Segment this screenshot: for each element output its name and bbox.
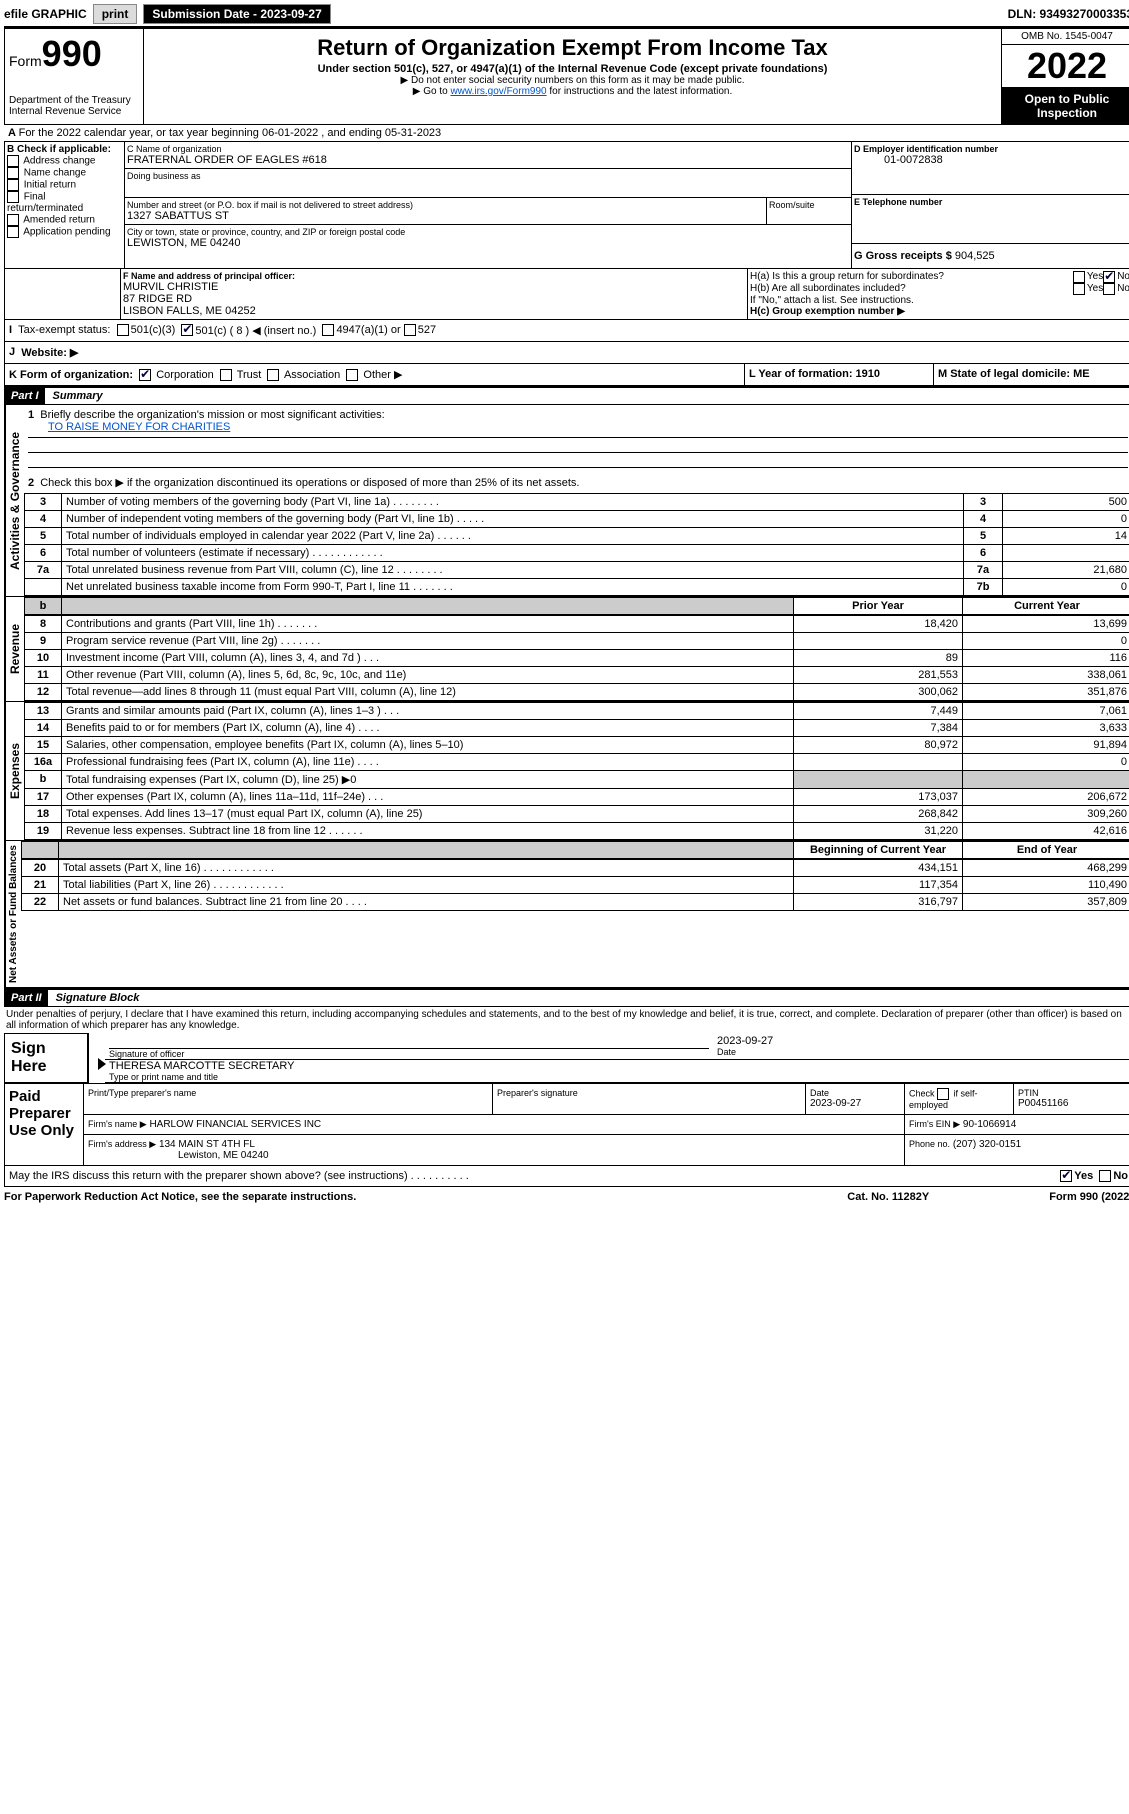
box-c: C Name of organization FRATERNAL ORDER O…	[125, 142, 852, 268]
table-row: bTotal fundraising expenses (Part IX, co…	[25, 771, 1129, 789]
box-b-item: Amended return	[7, 214, 122, 226]
table-row: 21Total liabilities (Part X, line 26) . …	[22, 877, 1129, 894]
form-ref: Form 990 (2022)	[1049, 1191, 1129, 1203]
form-title: Return of Organization Exempt From Incom…	[148, 35, 997, 61]
declaration: Under penalties of perjury, I declare th…	[4, 1007, 1129, 1033]
dln: DLN: 93493270003353	[1008, 7, 1129, 21]
table-row: 6Total number of volunteers (estimate if…	[25, 545, 1129, 562]
table-row: 19Revenue less expenses. Subtract line 1…	[25, 823, 1129, 840]
box-fh: F Name and address of principal officer:…	[4, 269, 1129, 320]
hb-no[interactable]	[1103, 283, 1115, 295]
table-row: 3Number of voting members of the governi…	[25, 494, 1129, 511]
box-deg: D Employer identification number 01-0072…	[852, 142, 1129, 268]
box-b-item: Application pending	[7, 226, 122, 238]
discuss-no[interactable]	[1099, 1170, 1111, 1182]
box-i: I Tax-exempt status: 501(c)(3) 501(c) ( …	[4, 320, 1129, 342]
side-governance: Activities & Governance	[5, 405, 24, 596]
box-klm: K Form of organization: Corporation Trus…	[4, 364, 1129, 386]
side-expenses: Expenses	[5, 702, 24, 840]
paid-preparer: Paid Preparer Use Only Print/Type prepar…	[4, 1083, 1129, 1166]
table-row: 13Grants and similar amounts paid (Part …	[25, 703, 1129, 720]
table-row: 18Total expenses. Add lines 13–17 (must …	[25, 806, 1129, 823]
box-j: J Website: ▶	[4, 342, 1129, 364]
table-row: 10Investment income (Part VIII, column (…	[25, 650, 1129, 667]
city: LEWISTON, ME 04240	[127, 237, 849, 249]
table-row: 20Total assets (Part X, line 16) . . . .…	[22, 860, 1129, 877]
officer-name-title: THERESA MARCOTTE SECRETARY	[109, 1060, 1129, 1072]
irs-label: Internal Revenue Service	[9, 106, 139, 117]
hb-yes[interactable]	[1073, 283, 1085, 295]
box-b-item: Address change	[7, 155, 122, 167]
paperwork-notice: For Paperwork Reduction Act Notice, see …	[4, 1191, 356, 1203]
ha-yes[interactable]	[1073, 271, 1085, 283]
ssn-note: ▶ Do not enter social security numbers o…	[148, 75, 997, 86]
side-net: Net Assets or Fund Balances	[5, 841, 21, 987]
table-row: 15Salaries, other compensation, employee…	[25, 737, 1129, 754]
table-row: 7aTotal unrelated business revenue from …	[25, 562, 1129, 579]
cat-no: Cat. No. 11282Y	[847, 1191, 929, 1203]
org-name: FRATERNAL ORDER OF EAGLES #618	[127, 154, 849, 166]
ein: 01-0072838	[854, 154, 1129, 166]
form-number: Form990	[9, 33, 139, 75]
discuss-row: May the IRS discuss this return with the…	[4, 1166, 1129, 1187]
table-row: 11Other revenue (Part VIII, column (A), …	[25, 667, 1129, 684]
box-b-item: Final return/terminated	[7, 191, 122, 214]
table-row: 8Contributions and grants (Part VIII, li…	[25, 616, 1129, 633]
sign-block: Sign Here Signature of officer 2023-09-2…	[4, 1033, 1129, 1083]
form-subtitle: Under section 501(c), 527, or 4947(a)(1)…	[148, 63, 997, 75]
mission-text: TO RAISE MONEY FOR CHARITIES	[48, 421, 230, 433]
info-grid: B Check if applicable: Address change Na…	[4, 142, 1129, 269]
open-inspection: Open to Public Inspection	[1002, 88, 1129, 124]
table-row: 4Number of independent voting members of…	[25, 511, 1129, 528]
form-header: Form990 Department of the Treasury Inter…	[4, 28, 1129, 125]
gross-receipts: 904,525	[955, 250, 995, 262]
tax-year: 2022	[1002, 45, 1129, 88]
table-row: 14Benefits paid to or for members (Part …	[25, 720, 1129, 737]
dept-treasury: Department of the Treasury	[9, 95, 139, 106]
print-button[interactable]: print	[93, 4, 138, 24]
table-row: 22Net assets or fund balances. Subtract …	[22, 894, 1129, 911]
table-row: 9Program service revenue (Part VIII, lin…	[25, 633, 1129, 650]
form990-link[interactable]: www.irs.gov/Form990	[450, 86, 546, 97]
part2-header: Part II	[5, 990, 48, 1006]
table-row: 17Other expenses (Part IX, column (A), l…	[25, 789, 1129, 806]
street: 1327 SABATTUS ST	[127, 210, 764, 222]
ha-no[interactable]	[1103, 271, 1115, 283]
efile-label: efile GRAPHIC	[4, 7, 87, 21]
table-row: 12Total revenue—add lines 8 through 11 (…	[25, 684, 1129, 701]
table-row: 16aProfessional fundraising fees (Part I…	[25, 754, 1129, 771]
line-a: A For the 2022 calendar year, or tax yea…	[4, 125, 1129, 142]
box-b: B Check if applicable: Address change Na…	[5, 142, 125, 268]
omb-number: OMB No. 1545-0047	[1002, 29, 1129, 45]
table-row: Net unrelated business taxable income fr…	[25, 579, 1129, 596]
box-b-item: Initial return	[7, 179, 122, 191]
officer-name: MURVIL CHRISTIE	[123, 281, 745, 293]
submission-date: Submission Date - 2023-09-27	[143, 4, 330, 24]
discuss-yes[interactable]	[1060, 1170, 1072, 1182]
box-b-item: Name change	[7, 167, 122, 179]
side-revenue: Revenue	[5, 597, 24, 701]
part1-header: Part I	[5, 388, 45, 404]
goto-note: ▶ Go to www.irs.gov/Form990 for instruct…	[148, 86, 997, 97]
top-bar: efile GRAPHIC print Submission Date - 20…	[4, 4, 1129, 24]
table-row: 5Total number of individuals employed in…	[25, 528, 1129, 545]
